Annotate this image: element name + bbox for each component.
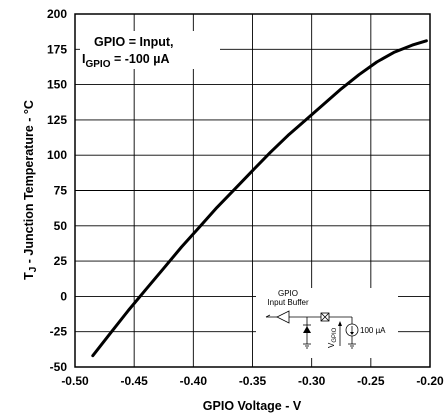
x-tick-label: -0.40 <box>180 374 208 388</box>
y-tick-label: 0 <box>60 289 67 303</box>
annotation-current-value: = -100 µA <box>111 52 170 66</box>
y-tick-label: 75 <box>54 184 68 198</box>
inset-arrow <box>265 314 271 318</box>
y-tick-label: 125 <box>47 113 67 127</box>
inset-label-bottom: Input Buffer <box>267 298 309 307</box>
y-tick-label: 25 <box>54 254 68 268</box>
inset-voltage-label: VGPIO <box>327 327 338 348</box>
y-axis-label: TJ - Junction Temperature - °C <box>22 100 39 280</box>
y-axis-label-rest: - Junction Temperature - °C <box>22 100 36 267</box>
y-axis-label-subscript: J <box>28 267 39 273</box>
plot-frame <box>74 13 431 368</box>
inset-label-top: GPIO <box>278 289 298 298</box>
x-axis-label: GPIO Voltage - V <box>203 399 302 413</box>
inset-current-arrowhead <box>350 332 354 335</box>
inset-voltage-subscript: GPIO <box>332 327 338 342</box>
y-tick-label: 150 <box>47 78 67 92</box>
inset-diode <box>303 326 311 333</box>
inset-schematic: GPIO Input Buffer VGPIO 100 µA <box>256 288 398 358</box>
y-tick-labels: -50 -25 0 25 50 75 100 125 150 175 200 <box>47 7 67 374</box>
x-tick-label: -0.25 <box>357 374 385 388</box>
y-tick-label: 100 <box>47 148 67 162</box>
annotation-line1: GPIO = Input, <box>94 35 174 49</box>
x-tick-label: -0.50 <box>61 374 89 388</box>
inset-voltage-symbol: V <box>327 342 336 348</box>
x-tick-label: -0.35 <box>239 374 267 388</box>
annotation-current-symbol: I <box>82 52 85 66</box>
x-tick-labels: -0.50 -0.45 -0.40 -0.35 -0.30 -0.25 -0.20 <box>61 374 444 388</box>
y-tick-label: 50 <box>54 219 68 233</box>
inset-background <box>256 288 398 358</box>
x-tick-label: -0.20 <box>416 374 444 388</box>
inset-voltage-arrowhead <box>338 321 342 326</box>
y-tick-label: -50 <box>50 360 68 374</box>
annotation-line2: IGPIO = -100 µA <box>82 52 169 70</box>
y-tick-label: -25 <box>50 325 68 339</box>
y-axis-label-symbol: T <box>22 272 36 280</box>
x-tick-label: -0.45 <box>120 374 148 388</box>
annotation-current-subscript: GPIO <box>85 59 110 70</box>
inset-current-label: 100 µA <box>360 326 386 335</box>
x-tick-label: -0.30 <box>298 374 326 388</box>
series-line <box>91 39 428 358</box>
y-tick-label: 175 <box>47 42 67 56</box>
inset-pad-x2 <box>320 312 330 322</box>
y-tick-label: 200 <box>47 7 67 21</box>
annotation-box <box>80 31 220 69</box>
